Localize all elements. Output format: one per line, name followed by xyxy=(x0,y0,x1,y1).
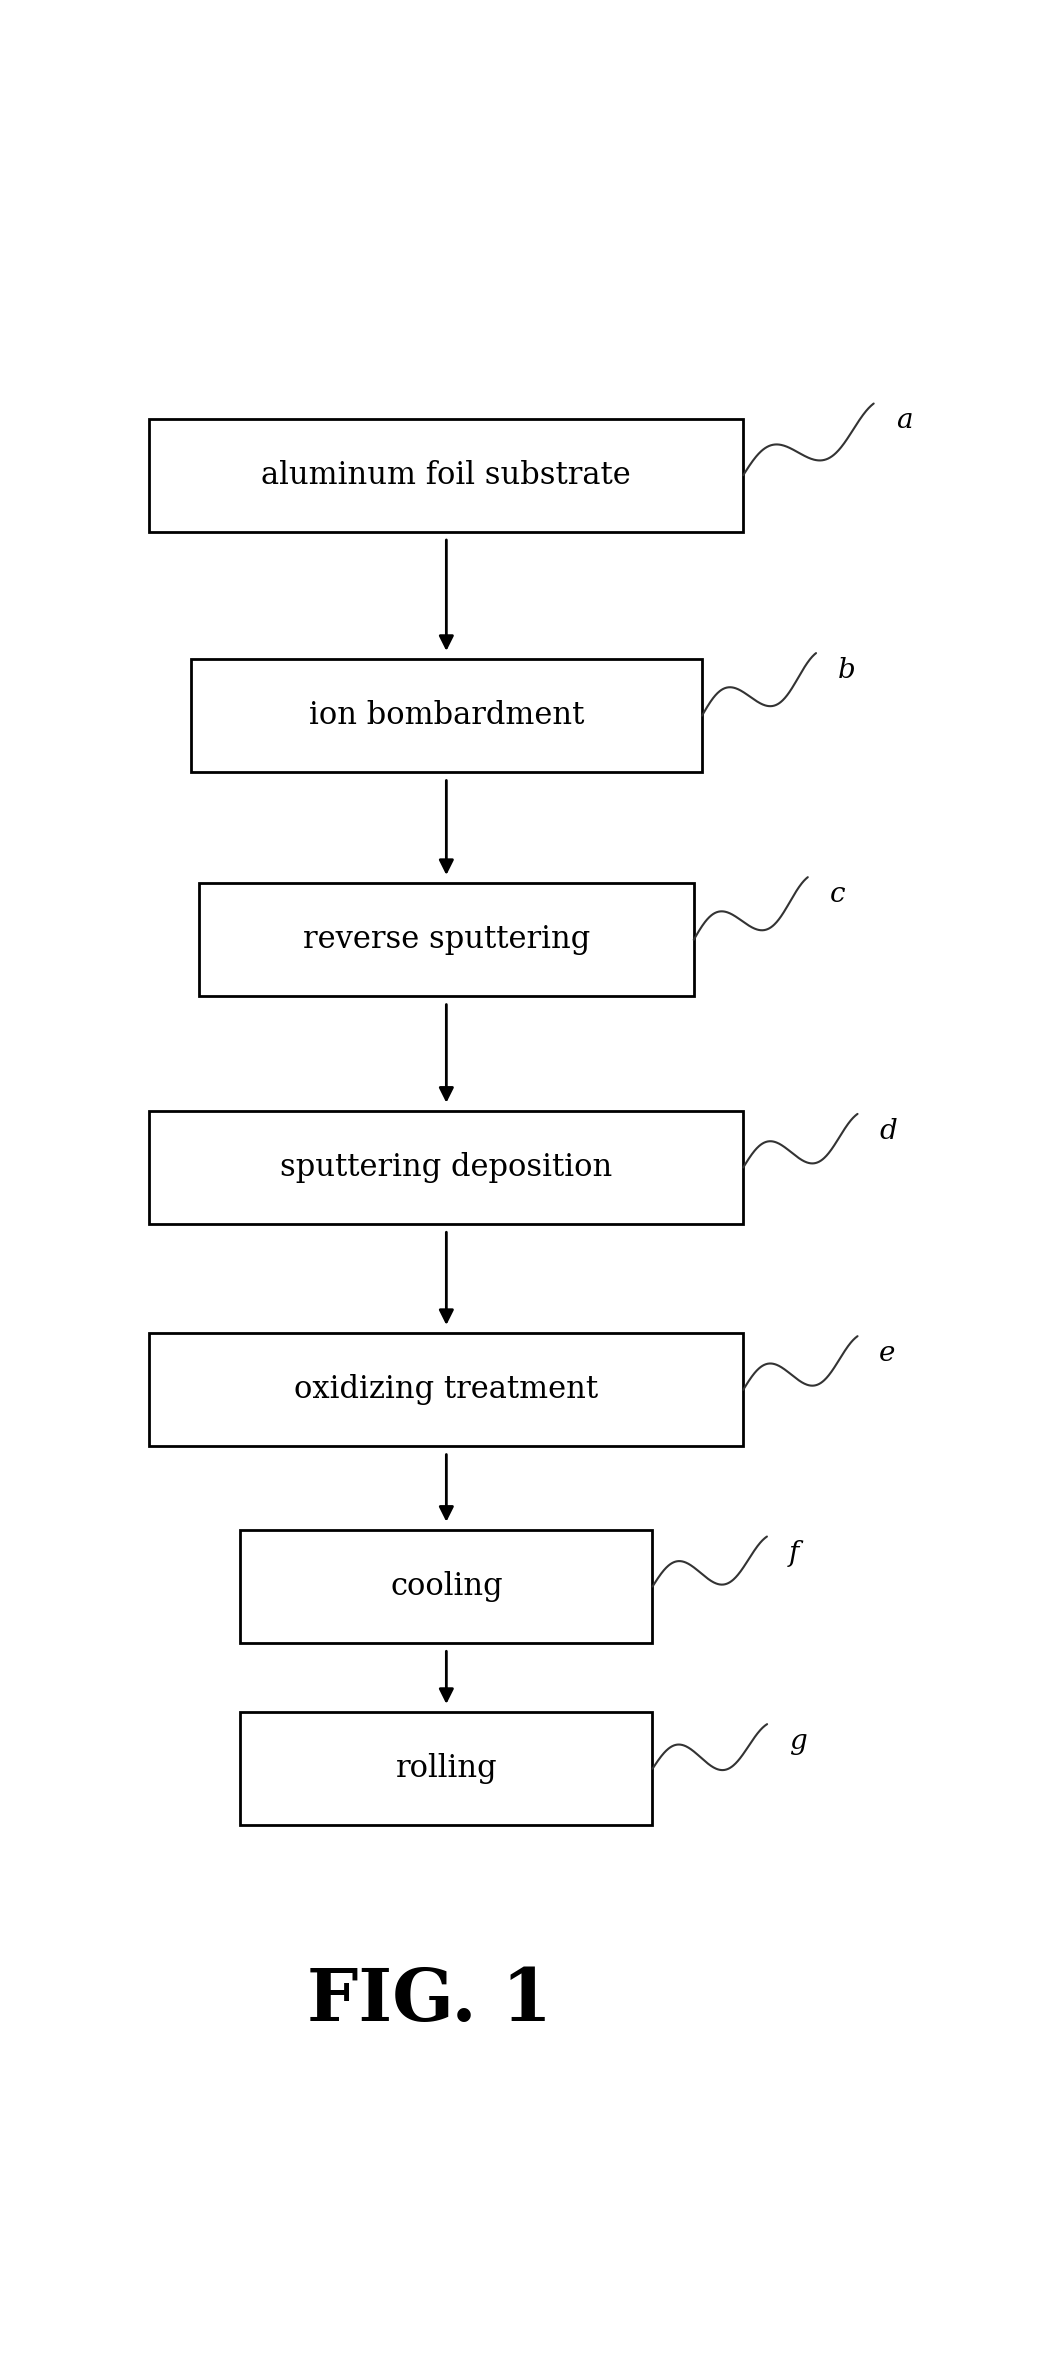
Text: c: c xyxy=(830,880,845,909)
Text: rolling: rolling xyxy=(396,1753,497,1784)
Bar xyxy=(149,1112,743,1223)
Text: sputtering deposition: sputtering deposition xyxy=(280,1152,613,1183)
Bar xyxy=(240,1713,652,1824)
Bar xyxy=(199,883,694,996)
Text: oxidizing treatment: oxidizing treatment xyxy=(295,1375,598,1405)
Text: g: g xyxy=(788,1727,807,1756)
Text: d: d xyxy=(879,1117,897,1145)
Text: f: f xyxy=(788,1540,799,1566)
Text: b: b xyxy=(838,658,855,684)
Text: e: e xyxy=(879,1339,896,1368)
Text: cooling: cooling xyxy=(390,1571,502,1602)
Bar xyxy=(190,660,702,771)
Text: a: a xyxy=(896,407,912,433)
Bar xyxy=(149,1334,743,1446)
Text: aluminum foil substrate: aluminum foil substrate xyxy=(262,459,631,490)
Bar xyxy=(149,419,743,532)
Text: FIG. 1: FIG. 1 xyxy=(307,1964,552,2035)
Text: ion bombardment: ion bombardment xyxy=(309,700,584,731)
Text: reverse sputtering: reverse sputtering xyxy=(303,925,589,956)
Bar xyxy=(240,1531,652,1642)
